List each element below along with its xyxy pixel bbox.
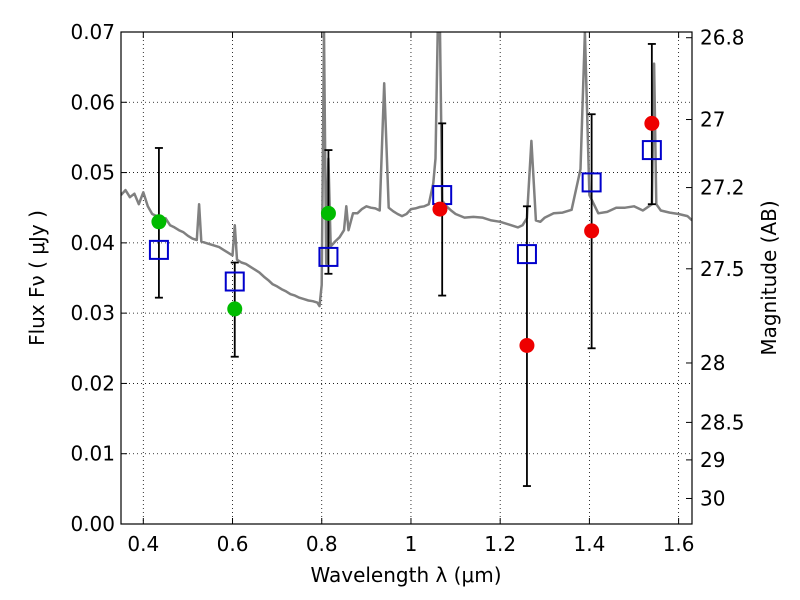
y-tick-label: 0.07	[70, 20, 115, 44]
red-point	[432, 201, 448, 217]
green-point	[320, 205, 336, 221]
x-tick-label: 0.8	[306, 532, 338, 556]
model-square	[318, 246, 339, 267]
right-tick-label: 28.5	[700, 410, 745, 434]
x-tick-label: 1.6	[663, 532, 695, 556]
y-tick-label: 0.04	[70, 231, 115, 255]
model-square	[516, 244, 537, 265]
right-tick-label: 30	[700, 486, 725, 510]
axis-ticks: 0.4 0.6 0.8 1 1.2 1.4 1.6 0.00 0.01 0.02 0.03 0.04 0…	[70, 20, 744, 556]
model-squares	[148, 140, 662, 292]
x-tick-label: 0.6	[217, 532, 249, 556]
y-axis-title: Flux Fν ( μJy )	[25, 210, 49, 346]
model-square	[224, 271, 245, 292]
x-tick-label: 0.4	[127, 532, 159, 556]
right-tick-label: 26.8	[700, 26, 745, 50]
plot-background	[121, 32, 692, 524]
spectrum-line	[121, 32, 692, 308]
red-points	[432, 115, 660, 353]
y-tick-label: 0.05	[70, 161, 115, 185]
spectrum-series	[121, 32, 692, 308]
right-tick-label: 28	[700, 351, 725, 375]
red-point	[519, 337, 535, 353]
y-tick-label: 0.00	[70, 512, 115, 536]
x-axis-title: Wavelength λ (μm)	[310, 563, 501, 587]
right-tick-label: 29	[700, 448, 725, 472]
green-points	[151, 205, 336, 317]
x-tick-label: 1	[405, 532, 418, 556]
green-point	[227, 301, 243, 317]
y-tick-label: 0.02	[70, 371, 115, 395]
plot-frame	[120, 31, 693, 525]
x-tick-label: 1.2	[484, 532, 516, 556]
right-axis-title: Magnitude (AB)	[757, 200, 781, 355]
red-point	[644, 115, 660, 131]
y-tick-label: 0.06	[70, 90, 115, 114]
model-square	[148, 239, 169, 260]
right-tick-label: 27.2	[700, 176, 745, 200]
red-point	[584, 223, 600, 239]
right-tick-label: 27.5	[700, 257, 745, 281]
x-tick-label: 1.4	[573, 532, 605, 556]
y-tick-label: 0.01	[70, 442, 115, 466]
right-tick-label: 27	[700, 108, 725, 132]
y-tick-label: 0.03	[70, 301, 115, 325]
model-square	[641, 140, 662, 161]
green-point	[151, 214, 167, 230]
model-square	[581, 172, 602, 193]
